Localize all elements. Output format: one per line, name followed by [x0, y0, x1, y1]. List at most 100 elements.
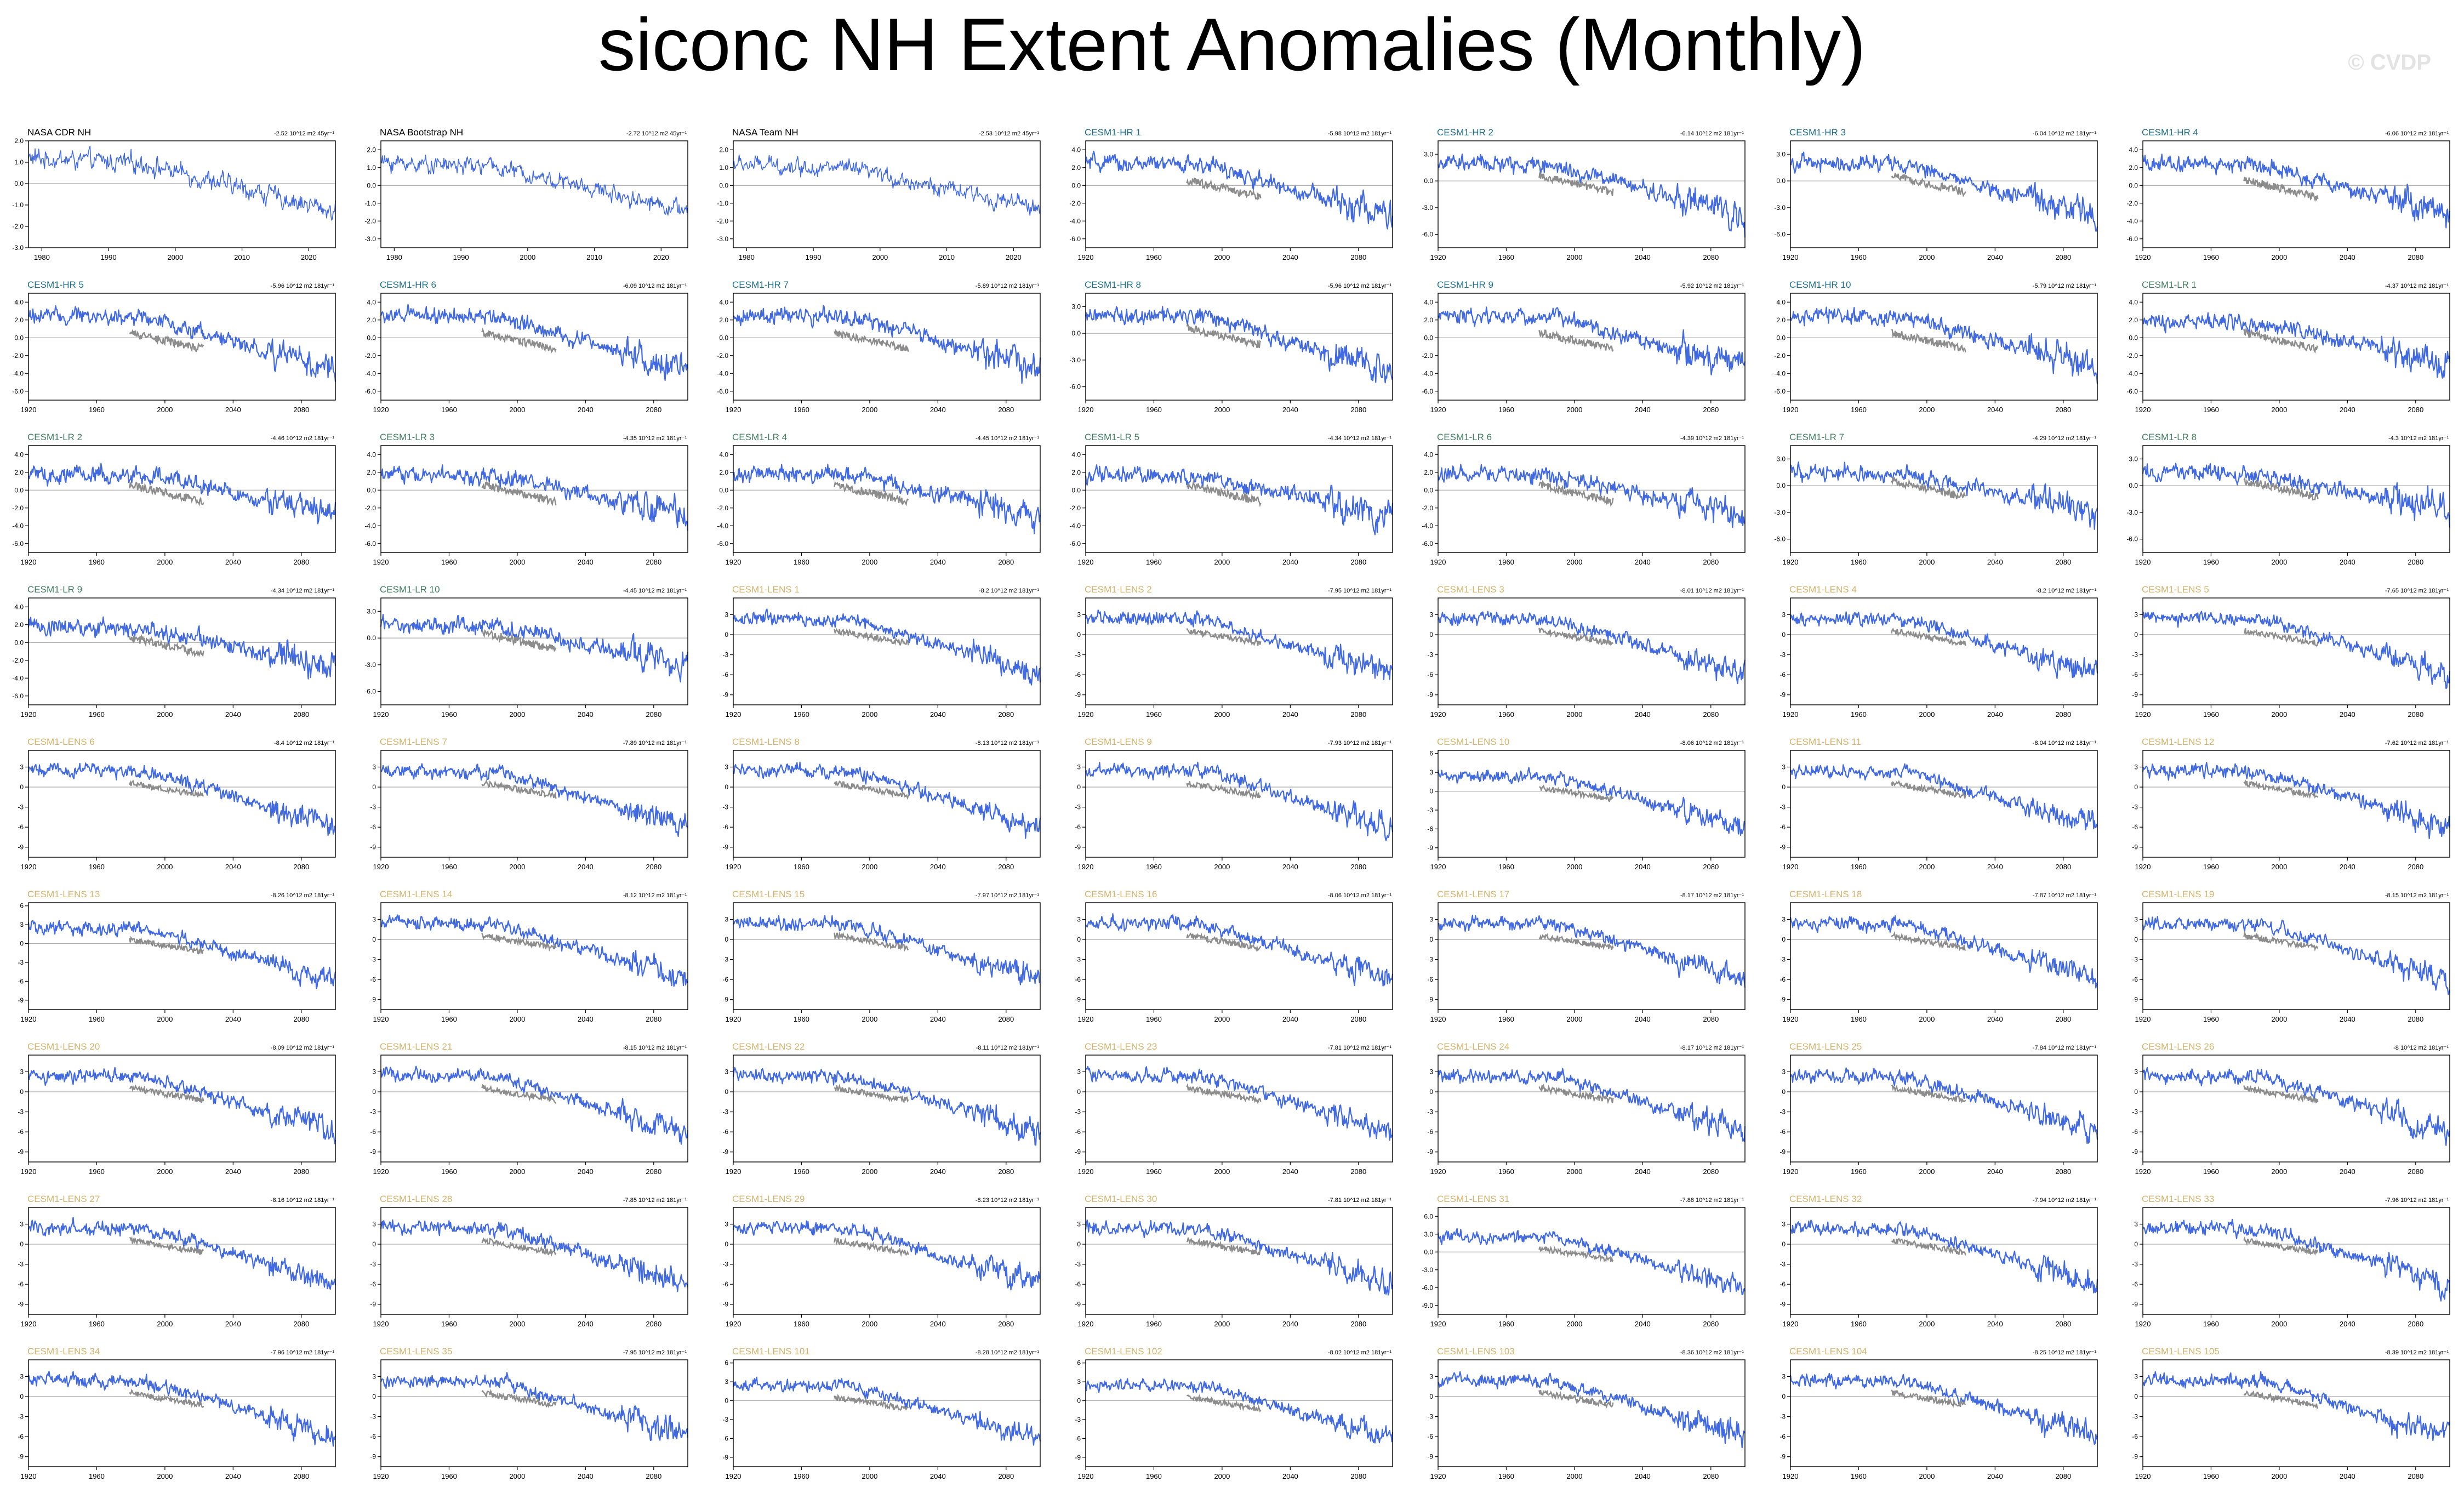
y-tick-label: 4.0 [719, 451, 728, 458]
chart-panel: CESM1-LENS 31 -7.88 10^12 m2 181yr⁻¹ 6.0 3.… [1422, 1194, 1746, 1328]
observation-overlay-line [129, 936, 204, 955]
x-tick-label: 1920 [1783, 406, 1799, 414]
y-tick-label: -6.0 [1422, 540, 1433, 548]
x-tick-label: 2080 [646, 863, 661, 871]
y-tick-label: 0 [2134, 1088, 2138, 1096]
x-tick-label: 2010 [234, 253, 250, 261]
x-tick-label: 1920 [726, 558, 742, 566]
trend-label: -8.2 10^12 m2 181yr⁻¹ [979, 588, 1039, 594]
series-line [1789, 1372, 2098, 1445]
panel-title: CESM1-LENS 21 [380, 1041, 452, 1052]
observation-overlay-line [834, 1394, 909, 1411]
y-tick-label: -9.0 [1422, 1302, 1433, 1309]
x-tick-label: 2020 [653, 253, 669, 261]
y-tick-label: -2.0 [717, 217, 728, 225]
x-tick-label: 1920 [1078, 1015, 1094, 1023]
trend-label: -8.15 10^12 m2 181yr⁻¹ [623, 1045, 687, 1051]
x-tick-label: 2080 [1703, 1320, 1719, 1328]
chart-panel: CESM1-LR 3 -4.35 10^12 m2 181yr⁻¹ 4.0 2.0 0.… [364, 432, 689, 566]
y-tick-label: 3 [2134, 915, 2138, 923]
x-tick-label: 1960 [1851, 710, 1867, 719]
chart-panel: CESM1-HR 2 -6.14 10^12 m2 181yr⁻¹ 3.0 0.0 -3… [1422, 127, 1746, 261]
x-tick-label: 2000 [509, 558, 525, 566]
y-tick-label: 0.0 [719, 486, 728, 494]
x-tick-label: 2040 [225, 1472, 241, 1480]
chart-panel: CESM1-LENS 3 -8.01 10^12 m2 181yr⁻¹ 3 0 -3 -6… [1427, 584, 1746, 719]
x-tick-label: 2040 [1635, 1015, 1651, 1023]
plot-frame [1085, 750, 1393, 858]
x-tick-label: 2040 [930, 710, 946, 719]
x-tick-label: 1960 [441, 1320, 457, 1328]
x-tick-label: 2080 [293, 710, 309, 719]
series-line [1085, 1065, 1393, 1141]
plot-frame [380, 1207, 688, 1315]
x-tick-label: 1920 [1430, 253, 1446, 261]
trend-label: -7.84 10^12 m2 181yr⁻¹ [2033, 1045, 2096, 1051]
y-tick-label: -3 [722, 1261, 728, 1268]
y-tick-label: 0 [1782, 631, 1786, 639]
x-tick-label: 2080 [2055, 1167, 2071, 1176]
panel-title: CESM1-LENS 105 [2142, 1346, 2220, 1357]
y-tick-label: 0.0 [1071, 486, 1081, 494]
y-tick-label: -3 [1427, 651, 1433, 659]
observation-overlay-line [129, 481, 204, 507]
y-tick-label: -3 [1779, 1108, 1786, 1116]
panel-title: CESM1-HR 1 [1085, 127, 1141, 138]
x-tick-label: 2000 [520, 253, 535, 261]
trend-label: -8.36 10^12 m2 181yr⁻¹ [1680, 1349, 1744, 1356]
x-tick-label: 2080 [2408, 1472, 2423, 1480]
y-tick-label: 2.0 [14, 621, 24, 629]
y-tick-label: 0 [2134, 1393, 2138, 1400]
x-tick-label: 1990 [453, 253, 469, 261]
x-tick-label: 2000 [862, 1472, 877, 1480]
chart-panel: CESM1-LENS 105 -8.39 10^12 m2 181yr⁻¹ 3 0 -3… [2132, 1346, 2451, 1480]
y-tick-label: 4.0 [1071, 451, 1081, 458]
x-tick-label: 1960 [89, 710, 105, 719]
observation-overlay-line [481, 481, 557, 506]
trend-label: -8 10^12 m2 181yr⁻¹ [2393, 1045, 2449, 1051]
y-tick-label: 0 [2134, 631, 2138, 639]
observation-overlay-line [834, 931, 909, 952]
x-tick-label: 1920 [1783, 253, 1799, 261]
x-tick-label: 1920 [373, 558, 389, 566]
plot-frame [2142, 597, 2450, 705]
plot-frame [733, 902, 1041, 1010]
y-tick-label: 0.0 [14, 334, 24, 341]
plot-frame [1085, 902, 1393, 1010]
panel-title: CESM1-LENS 16 [1085, 889, 1157, 899]
panel-title: CESM1-LR 1 [2142, 280, 2197, 290]
x-tick-label: 2040 [225, 406, 241, 414]
plot-frame [2142, 1359, 2450, 1467]
y-tick-label: -4.0 [12, 522, 24, 529]
observation-overlay-line [481, 1084, 557, 1104]
x-tick-label: 2080 [1350, 863, 1366, 871]
observation-overlay-line [1186, 480, 1262, 508]
x-tick-label: 2040 [578, 1320, 594, 1328]
chart-panel: CESM1-HR 4 -6.06 10^12 m2 181yr⁻¹ 4.0 2.0 0.… [2126, 127, 2451, 261]
y-tick-label: -4.0 [2126, 217, 2138, 225]
trend-label: -2.72 10^12 m2 45yr⁻¹ [626, 130, 687, 137]
y-tick-label: -6 [1427, 825, 1433, 833]
y-tick-label: -9 [1779, 1148, 1786, 1156]
chart-panel: CESM1-LENS 9 -7.93 10^12 m2 181yr⁻¹ 3 0 -3 -6… [1075, 737, 1394, 871]
x-tick-label: 2000 [2271, 558, 2287, 566]
y-tick-label: 0 [725, 936, 728, 943]
y-tick-label: 3 [1077, 1068, 1081, 1075]
series-line [1789, 611, 2098, 679]
observation-overlay-line [1186, 1082, 1262, 1104]
trend-label: -8.23 10^12 m2 181yr⁻¹ [976, 1197, 1039, 1204]
x-tick-label: 2000 [1214, 406, 1230, 414]
y-tick-label: 3.0 [1776, 455, 1786, 463]
plot-frame [28, 750, 336, 858]
x-tick-label: 2040 [1282, 1320, 1298, 1328]
plot-frame [1438, 1207, 1746, 1315]
y-tick-label: 3.0 [1424, 150, 1433, 158]
y-tick-label: -6 [1779, 671, 1786, 679]
panel-title: CESM1-HR 6 [380, 280, 436, 290]
panel-title: CESM1-LENS 29 [732, 1194, 805, 1204]
y-tick-label: -6 [18, 823, 24, 831]
series-line [380, 155, 688, 216]
plot-frame [2142, 293, 2450, 401]
series-line [2142, 1218, 2451, 1302]
x-tick-label: 2000 [1214, 863, 1230, 871]
